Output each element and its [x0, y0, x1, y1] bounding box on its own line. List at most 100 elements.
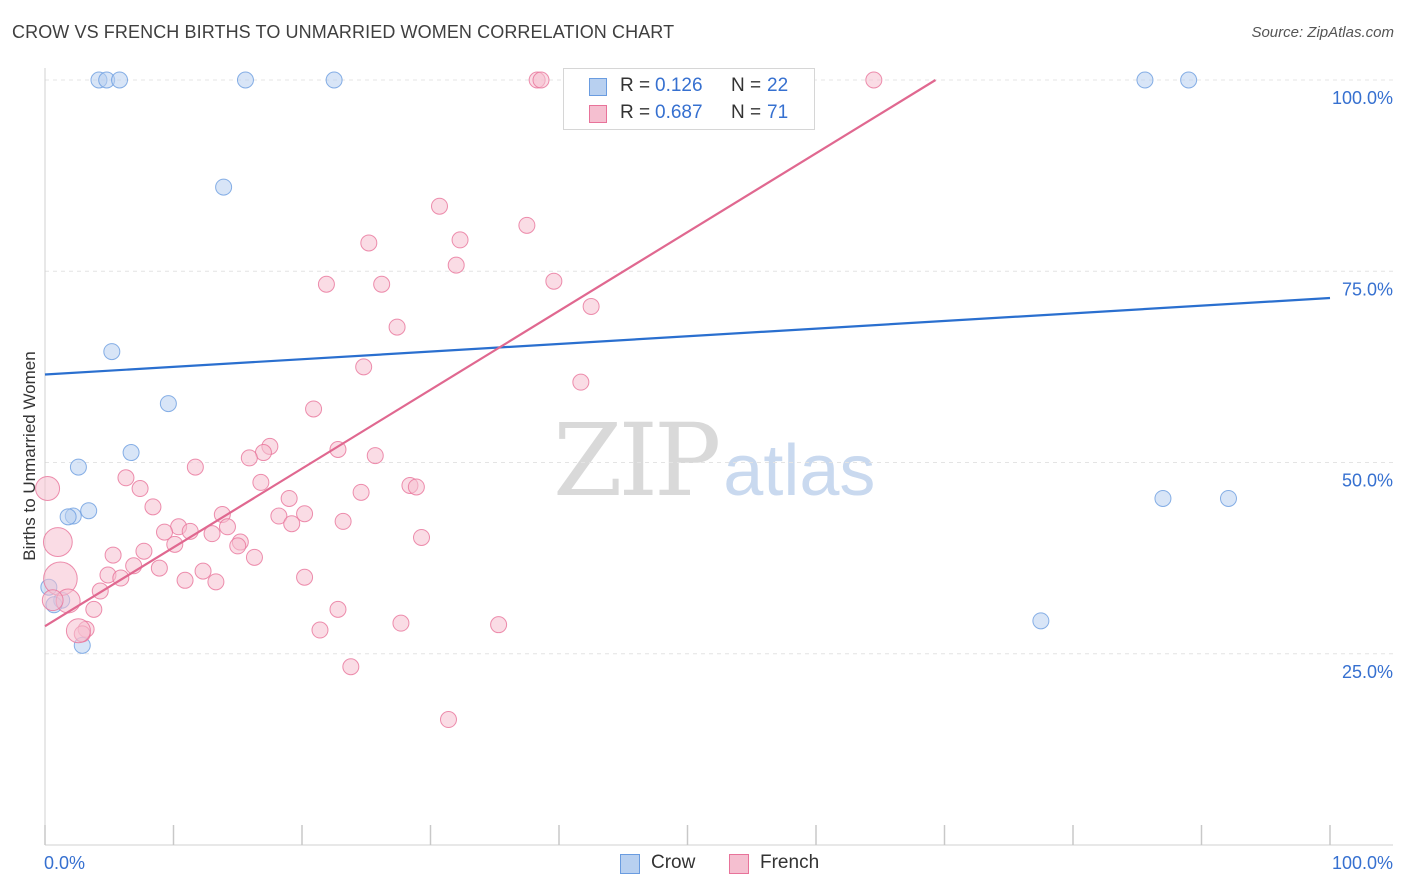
french-point-2 [865, 71, 883, 89]
french-point-31 [270, 507, 288, 525]
french-point-10 [545, 272, 563, 290]
crow-point-9 [159, 395, 177, 413]
watermark-atlas: atlas [723, 431, 876, 511]
french-point-5 [451, 231, 469, 249]
french-point-7 [447, 256, 465, 274]
crow-point-21 [1032, 612, 1050, 630]
y-tick-label-75: 75.0% [1342, 279, 1393, 299]
french-point-33 [334, 512, 352, 530]
french-point-35 [218, 518, 236, 536]
crow-n-value: 22 [767, 75, 789, 96]
french-trend-line [44, 79, 937, 628]
crow-point-5 [1136, 71, 1154, 89]
crow-point-20 [1219, 489, 1237, 507]
french-point-13 [355, 358, 373, 376]
x-tick-label-max: 100.0% [1332, 853, 1393, 873]
gridlines [45, 79, 1393, 655]
french-point-40 [413, 528, 431, 546]
crow-point-19 [1154, 489, 1172, 507]
french-point-56 [85, 600, 103, 618]
french-point-65 [35, 476, 61, 502]
watermark-zip: ZIP [553, 402, 721, 519]
french-point-45 [104, 546, 122, 564]
french-point-17 [254, 444, 272, 462]
french-point-48 [150, 559, 168, 577]
french-point-6 [360, 234, 378, 252]
trend-lines [44, 79, 1331, 628]
french-n-value: 71 [767, 102, 789, 123]
x-tick-label-min: 0.0% [44, 853, 85, 873]
french-point-14 [572, 373, 590, 391]
french-point-39 [156, 523, 174, 541]
crow-point-3 [236, 71, 254, 89]
tick-labels: 25.0% 50.0% 75.0% 100.0% 0.0% 100.0% [44, 88, 1393, 873]
crow-point-10 [122, 444, 140, 462]
french-point-69 [65, 618, 91, 644]
french-r-label: R = [620, 102, 651, 123]
french-point-58 [392, 614, 410, 632]
french-point-27 [352, 483, 370, 501]
bottom-legend-crow-label: Crow [651, 852, 696, 873]
french-point-20 [366, 447, 384, 465]
crow-n-label: N = [731, 75, 762, 96]
french-point-42 [229, 537, 247, 555]
crow-point-11 [69, 458, 87, 476]
french-point-59 [490, 616, 508, 634]
french-point-26 [131, 480, 149, 498]
french-point-46 [245, 548, 263, 566]
crow-point-2 [111, 71, 129, 89]
french-point-9 [373, 275, 391, 293]
french-point-32 [296, 505, 314, 523]
crow-swatch [589, 78, 607, 96]
crow-r-value: 0.126 [655, 75, 703, 96]
y-tick-label-50: 50.0% [1342, 471, 1393, 491]
french-points [35, 71, 883, 729]
french-point-29 [144, 498, 162, 516]
crow-point-4 [325, 71, 343, 89]
bottom-legend-french-label: French [760, 852, 820, 873]
crow-point-14 [59, 508, 77, 526]
crow-point-8 [103, 343, 121, 361]
crow-trend-line [44, 296, 1331, 376]
french-point-12 [388, 318, 406, 336]
french-point-1 [532, 71, 550, 89]
french-point-23 [252, 473, 270, 491]
french-point-4 [518, 216, 536, 234]
french-point-8 [317, 275, 335, 293]
correlation-legend: R = 0.126 N = 22 R = 0.687 N = 71 [563, 68, 815, 130]
french-point-11 [582, 297, 600, 315]
french-point-15 [305, 400, 323, 418]
french-point-18 [329, 440, 347, 458]
french-point-19 [240, 449, 258, 467]
french-point-54 [207, 573, 225, 591]
axes [44, 68, 1393, 846]
crow-point-6 [1180, 71, 1198, 89]
french-point-52 [296, 568, 314, 586]
y-tick-label-100: 100.0% [1332, 88, 1393, 108]
french-point-28 [280, 489, 298, 507]
french-point-53 [176, 571, 194, 589]
french-r-value: 0.687 [655, 102, 703, 123]
french-point-70 [41, 589, 64, 612]
crow-point-12 [80, 502, 98, 520]
source-credit: Source: ZipAtlas.com [1251, 24, 1394, 41]
french-point-38 [203, 525, 221, 543]
french-point-63 [342, 658, 360, 676]
crow-point-7 [215, 178, 233, 196]
french-point-34 [283, 515, 301, 533]
crow-r-label: R = [620, 75, 651, 96]
french-point-25 [407, 478, 425, 496]
french-n-label: N = [731, 102, 762, 123]
french-point-64 [439, 711, 457, 729]
french-point-57 [329, 600, 347, 618]
bottom-legend-crow-swatch [620, 854, 640, 874]
y-tick-label-25: 25.0% [1342, 662, 1393, 682]
watermark: ZIPatlas [553, 402, 875, 519]
french-swatch [589, 105, 607, 123]
bottom-legend-french-swatch [729, 854, 749, 874]
french-point-60 [311, 621, 329, 639]
french-point-22 [117, 469, 135, 487]
french-point-66 [42, 527, 73, 557]
french-point-49 [194, 562, 212, 580]
